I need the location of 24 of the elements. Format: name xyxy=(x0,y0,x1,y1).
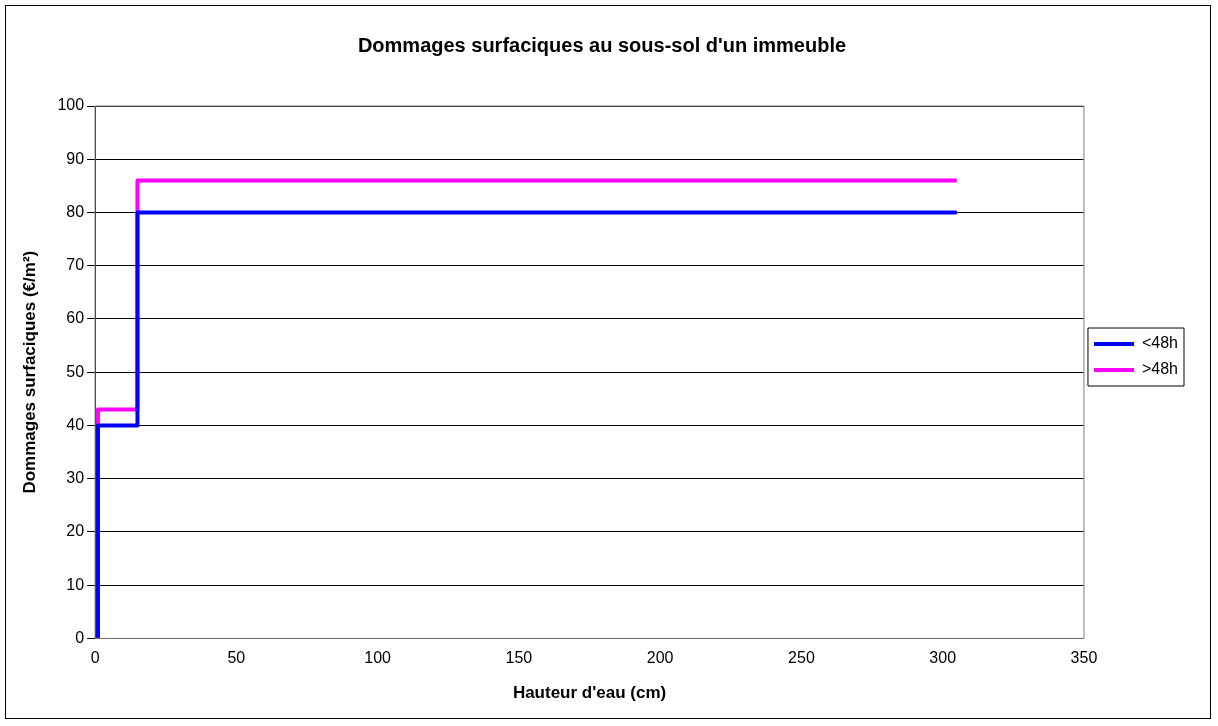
y-tick-label: 20 xyxy=(66,522,85,540)
y-tick-label: 30 xyxy=(66,469,85,487)
y-tick-label: 40 xyxy=(66,415,85,433)
y-tick-label: 60 xyxy=(66,309,85,327)
x-tick-label: 100 xyxy=(364,649,392,667)
y-tick-label: 10 xyxy=(66,575,85,593)
chart-title: Dommages surfaciques au sous-sol d'un immeuble xyxy=(357,33,847,56)
x-tick-label: 200 xyxy=(646,649,674,667)
x-tick-label: 300 xyxy=(929,649,957,667)
x-tick-label: 50 xyxy=(227,649,246,667)
x-tick-label: 350 xyxy=(1070,649,1098,667)
y-tick-label: 100 xyxy=(57,96,85,114)
y-tick-label: 90 xyxy=(66,149,85,167)
legend-label: <48h xyxy=(1141,334,1179,352)
y-tick-label: 0 xyxy=(75,628,85,646)
y-tick-label: 50 xyxy=(66,362,85,380)
x-axis-title: Hauteur d'eau (cm) xyxy=(512,683,667,703)
x-tick-label: 0 xyxy=(90,649,100,667)
x-tick-label: 150 xyxy=(505,649,533,667)
y-tick-label: 80 xyxy=(66,202,85,220)
legend-label: >48h xyxy=(1141,360,1179,378)
x-tick-label: 250 xyxy=(788,649,815,667)
y-tick-label: 70 xyxy=(66,256,85,274)
y-axis-title: Dommages surfaciques (€/m²) xyxy=(19,250,39,494)
